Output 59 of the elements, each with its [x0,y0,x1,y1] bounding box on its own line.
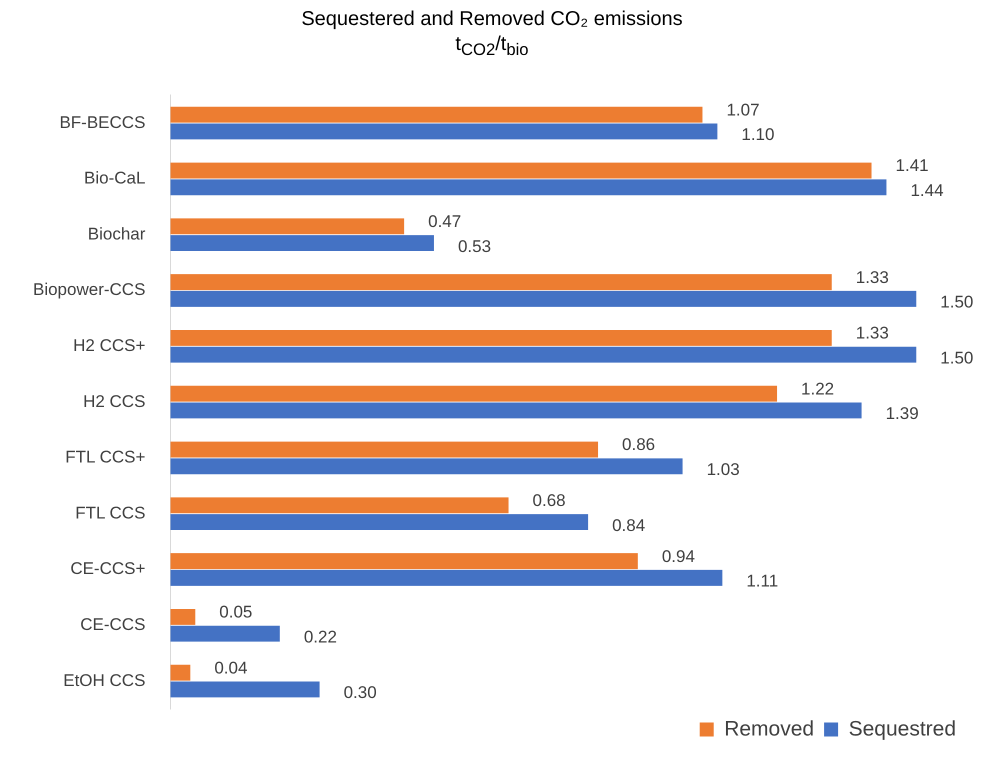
legend-label: Sequestred [848,717,956,740]
y-tick-label: CE-CCS+ [70,559,146,578]
data-label: 1.10 [741,125,774,144]
data-label: 1.03 [706,460,740,479]
bar [170,346,916,363]
data-label: 0.47 [428,212,462,232]
data-label: 1.11 [746,572,778,591]
bar [170,124,718,140]
bar [170,106,702,123]
data-label: 0.04 [214,658,248,678]
data-label: 0.68 [532,491,566,510]
y-tick-label: FTL CCS [75,503,146,522]
data-label: 1.07 [726,100,760,120]
data-label: 0.53 [458,236,492,256]
y-tick-label: H2 CCS+ [73,336,146,355]
bar [170,402,862,418]
y-tick-label: FTL CCS+ [65,448,146,467]
y-tick-label: H2 CCS [83,392,146,411]
y-tick-label: BF-BECCS [59,112,146,132]
data-label: 1.33 [856,324,889,343]
bar [170,458,683,474]
bar [170,274,832,290]
chart-title: Sequestered and Removed CO₂ emissions [300,8,684,31]
y-tick-label: Bio-CaL [84,168,146,188]
bar [170,608,196,625]
bar [170,442,598,458]
y-tick-label: EtOH CCS [63,670,146,690]
data-label: 0.94 [662,546,695,566]
data-label: 1.44 [910,180,944,200]
bar [170,664,190,681]
bar [170,553,638,570]
y-tick-label: Biochar [88,224,146,244]
data-label: 0.84 [612,516,646,535]
data-label: 1.22 [801,379,834,398]
bar [170,386,778,402]
bar [170,514,588,530]
bar [170,497,509,514]
bar [170,570,722,586]
data-label: 0.05 [219,602,252,622]
legend-label: Removed [724,717,814,740]
bar [170,235,434,252]
data-label: 1.50 [940,292,974,312]
y-tick-label: CE-CCS [80,614,146,634]
data-label: 0.86 [622,435,656,454]
chart-subtitle: t$_{CO2}$/t$_{bio}$ [454,33,530,60]
bar [170,290,916,307]
data-label: 1.33 [856,268,889,287]
data-label: 0.22 [304,627,337,646]
data-label: 1.39 [886,404,919,424]
bar [170,162,872,178]
bar [170,179,886,196]
bar [170,218,404,234]
bar [170,626,280,642]
data-label: 1.50 [940,348,974,368]
bar [170,682,320,698]
y-tick-label: Biopower-CCS [32,280,146,300]
data-label: 1.41 [896,156,929,176]
bar [170,330,832,346]
data-label: 0.30 [344,683,377,702]
